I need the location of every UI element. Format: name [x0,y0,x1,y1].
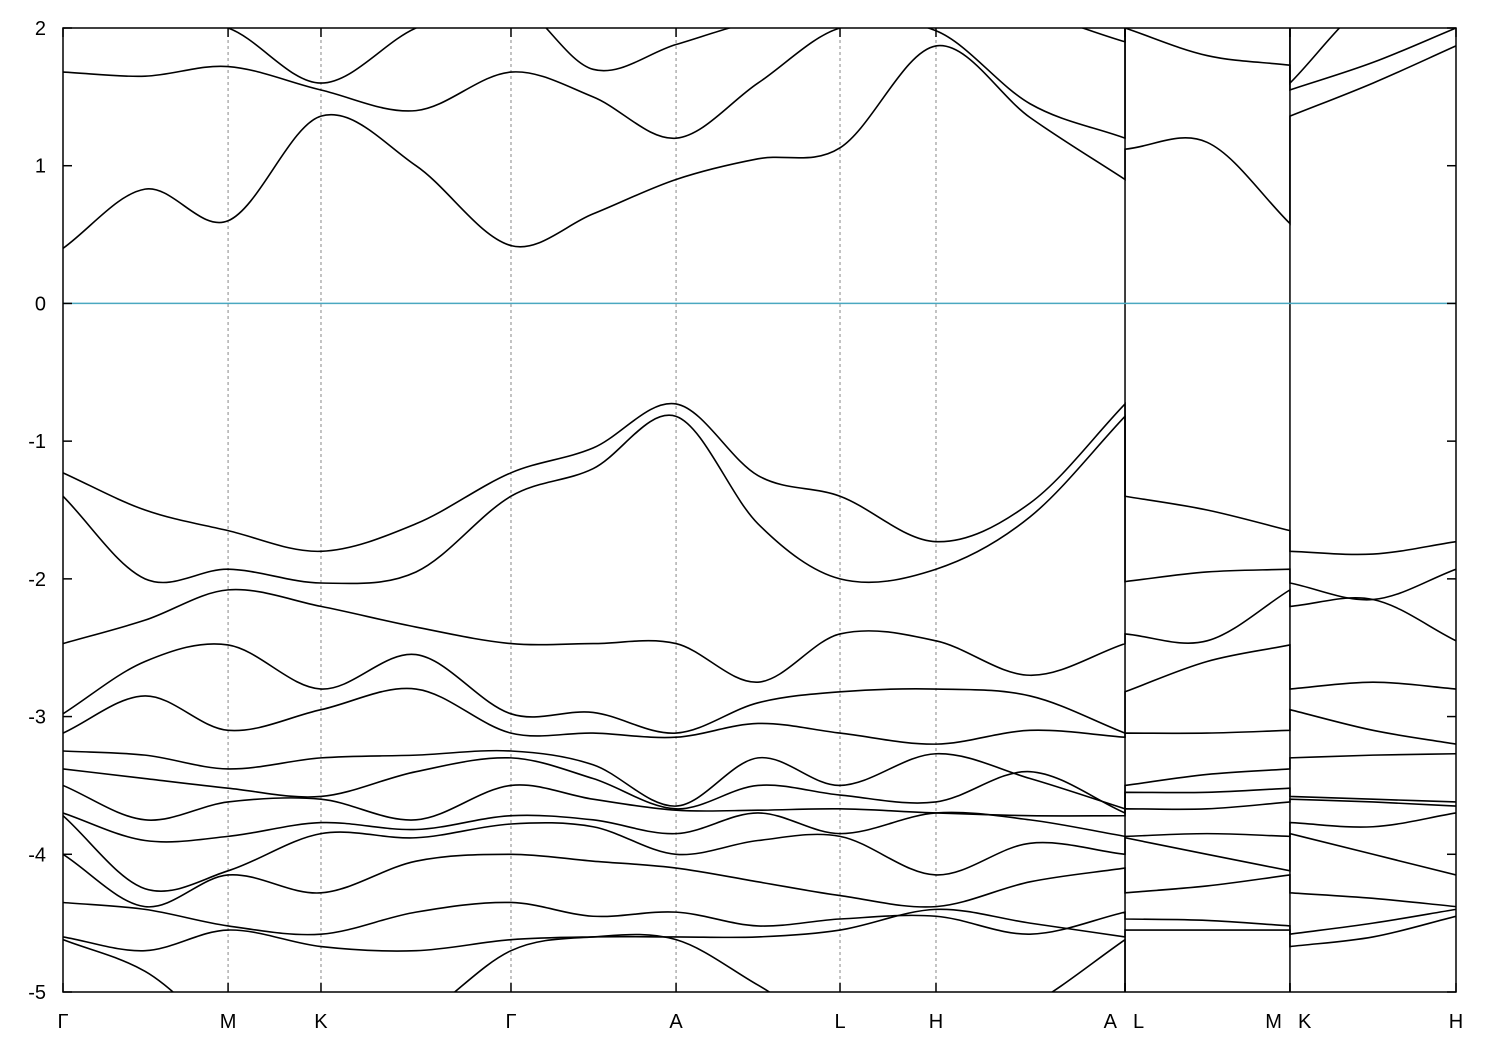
band [63,28,1456,140]
band [63,811,1456,843]
x-tick-label: Γ [505,1011,516,1033]
y-tick-label: -1 [28,431,46,453]
band [63,749,1456,810]
x-tick-label: H [929,1011,943,1033]
x-tick-label: K [314,1011,328,1033]
y-tick-label: -3 [28,707,46,729]
y-tick-label: 1 [35,156,46,178]
band [63,401,1456,556]
x-tick-label: A [1104,1011,1118,1033]
x-tick-label: M [1265,1011,1282,1033]
band [63,908,1456,952]
x-tick-label: Γ [57,1011,68,1033]
band [63,784,1456,821]
x-tick-label: H [1449,1011,1463,1033]
band [63,815,1456,893]
band [63,28,1341,86]
band [63,687,1456,745]
y-tick-label: 0 [35,293,46,315]
x-tick-label: L [834,1011,845,1033]
band [63,901,1456,936]
band [63,588,1456,683]
x-tick-label: M [220,1011,237,1033]
band [63,756,1456,815]
x-tick-label: K [1298,1011,1312,1033]
grid [227,28,1291,992]
band [63,933,1126,992]
band [63,853,1456,908]
x-tick-label: A [669,1011,683,1033]
bands [63,28,1456,992]
y-tick-label: -5 [28,982,46,1004]
band [63,45,1456,249]
band [63,643,1456,735]
y-tick-label: 2 [35,18,46,40]
plot-frame [62,27,1457,993]
y-tick-label: -2 [28,569,46,591]
x-tick-label: L [1133,1011,1144,1033]
y-tick-label: -4 [28,844,46,866]
band [63,414,1456,601]
